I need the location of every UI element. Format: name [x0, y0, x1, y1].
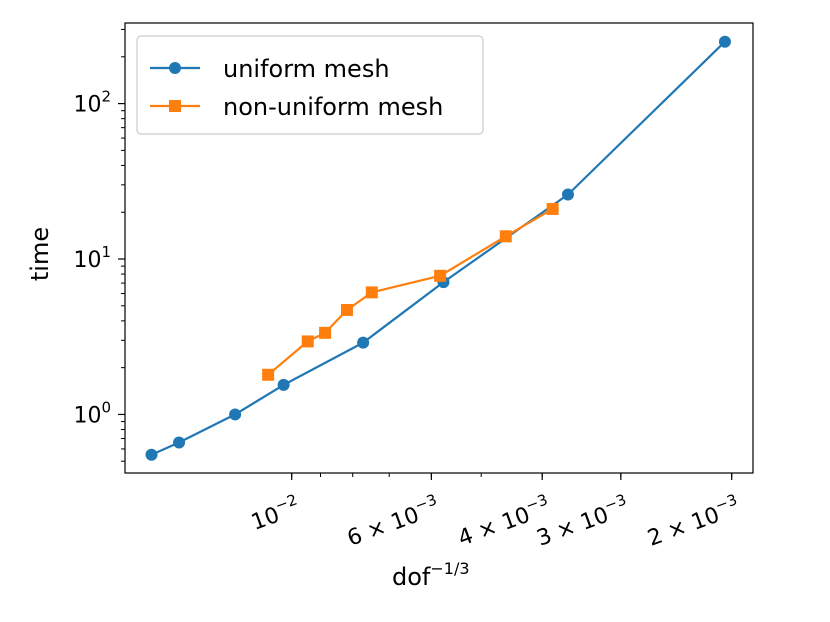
series-1-point-1 [301, 335, 314, 348]
series-1-point-0 [262, 368, 275, 381]
series-0-point-3 [277, 378, 290, 391]
y-tick-label-exp: 2 [101, 88, 111, 106]
series-0-point-2 [229, 408, 242, 421]
series-0-point-6 [561, 188, 574, 201]
x-tick-label-exp: −3 [523, 490, 550, 514]
legend: uniform mesh non-uniform mesh [136, 35, 484, 135]
x-tick-label-base: 6 × 10 [344, 503, 422, 552]
marks-layer [145, 35, 731, 461]
y-tick-label-exp: 1 [101, 243, 111, 261]
legend-label-non-uniform-mesh: non-uniform mesh [223, 93, 443, 121]
x-tick-label-0: 10−2 [246, 490, 303, 535]
series-1-point-5 [434, 269, 447, 282]
legend-swatch-marker-0 [169, 62, 181, 74]
legend-box [136, 35, 484, 135]
series-1-point-7 [546, 202, 559, 215]
series-1-point-4 [365, 286, 378, 299]
series-1-point-6 [499, 230, 512, 243]
x-tick-label-exp: −2 [273, 490, 300, 514]
series-1-point-2 [319, 326, 332, 339]
legend-label-uniform-mesh: uniform mesh [223, 55, 390, 83]
y-tick-label-1: 101 [73, 243, 111, 273]
plot-frame [124, 22, 754, 474]
series-0-point-7 [718, 35, 731, 48]
x-axis-title-base: dof [392, 563, 431, 591]
x-tick-label-exp: −3 [602, 490, 629, 514]
y-tick-label-0: 100 [73, 398, 111, 428]
y-tick-label-2: 102 [73, 88, 111, 118]
series-0-point-1 [173, 436, 186, 449]
x-tick-label-base: 3 × 10 [534, 503, 612, 552]
y-tick-label-base: 10 [73, 403, 101, 428]
x-tick-label-1: 6 × 10−3 [342, 490, 443, 551]
series-0-point-0 [145, 448, 158, 461]
x-tick-label-exp: −3 [412, 490, 439, 514]
y-axis-title: time [26, 227, 54, 281]
series-1-point-3 [340, 303, 353, 316]
legend-swatch-marker-1 [169, 100, 181, 112]
y-tick-label-base: 10 [73, 248, 101, 273]
x-tick-label-4: 2 × 10−3 [643, 490, 744, 551]
x-axis-title: dof−1/3 [392, 559, 470, 591]
x-axis-title-exp: −1/3 [430, 559, 469, 578]
y-tick-label-exp: 0 [101, 398, 111, 416]
x-tick-label-base: 4 × 10 [455, 503, 533, 552]
x-tick-label-exp: −3 [713, 490, 740, 514]
series-0-point-4 [357, 336, 370, 349]
y-tick-label-base: 10 [73, 93, 101, 118]
x-tick-label-base: 2 × 10 [644, 503, 722, 552]
